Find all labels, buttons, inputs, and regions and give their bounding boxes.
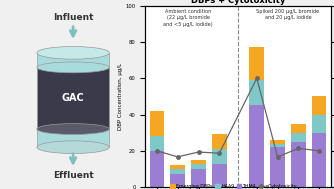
Ellipse shape bbox=[37, 124, 109, 135]
Polygon shape bbox=[37, 67, 109, 129]
Ellipse shape bbox=[37, 141, 109, 153]
Bar bbox=[212, 149, 226, 163]
Text: Spiked 200 μg/L bromide
and 20 μg/L iodide: Spiked 200 μg/L bromide and 20 μg/L iodi… bbox=[257, 9, 320, 20]
Bar bbox=[291, 133, 306, 142]
Bar bbox=[191, 163, 206, 169]
Bar bbox=[212, 163, 226, 187]
Bar bbox=[170, 169, 185, 174]
Bar bbox=[249, 80, 264, 105]
Text: Influent: Influent bbox=[53, 13, 93, 22]
Legend: Emerging DBPs, HAA9, THM4, =Cytotoxicity: Emerging DBPs, HAA9, THM4, =Cytotoxicity bbox=[168, 182, 299, 189]
Text: Ambient condition
(22 μg/L bromide
and <5 μg/L iodide): Ambient condition (22 μg/L bromide and <… bbox=[163, 9, 213, 27]
Bar bbox=[191, 169, 206, 187]
Bar bbox=[312, 133, 327, 187]
Bar bbox=[291, 142, 306, 187]
Bar bbox=[249, 47, 264, 80]
Bar bbox=[150, 111, 164, 136]
Bar bbox=[150, 151, 164, 187]
Polygon shape bbox=[37, 53, 109, 67]
Bar bbox=[270, 144, 285, 147]
Bar bbox=[312, 96, 327, 115]
Bar bbox=[212, 135, 226, 149]
Bar bbox=[170, 174, 185, 187]
Y-axis label: DBP Concentration, μg/L: DBP Concentration, μg/L bbox=[118, 63, 123, 130]
Bar bbox=[312, 115, 327, 133]
Bar bbox=[270, 140, 285, 144]
Bar bbox=[191, 160, 206, 163]
Title: DBPs + Cytotoxicity: DBPs + Cytotoxicity bbox=[191, 0, 285, 5]
Ellipse shape bbox=[37, 62, 109, 73]
Bar bbox=[270, 147, 285, 187]
Bar bbox=[249, 105, 264, 187]
Bar bbox=[150, 136, 164, 151]
Ellipse shape bbox=[37, 46, 109, 59]
Polygon shape bbox=[37, 129, 109, 147]
Bar bbox=[170, 165, 185, 169]
Bar bbox=[291, 124, 306, 133]
Text: Effluent: Effluent bbox=[53, 171, 94, 180]
Text: GAC: GAC bbox=[62, 93, 85, 103]
